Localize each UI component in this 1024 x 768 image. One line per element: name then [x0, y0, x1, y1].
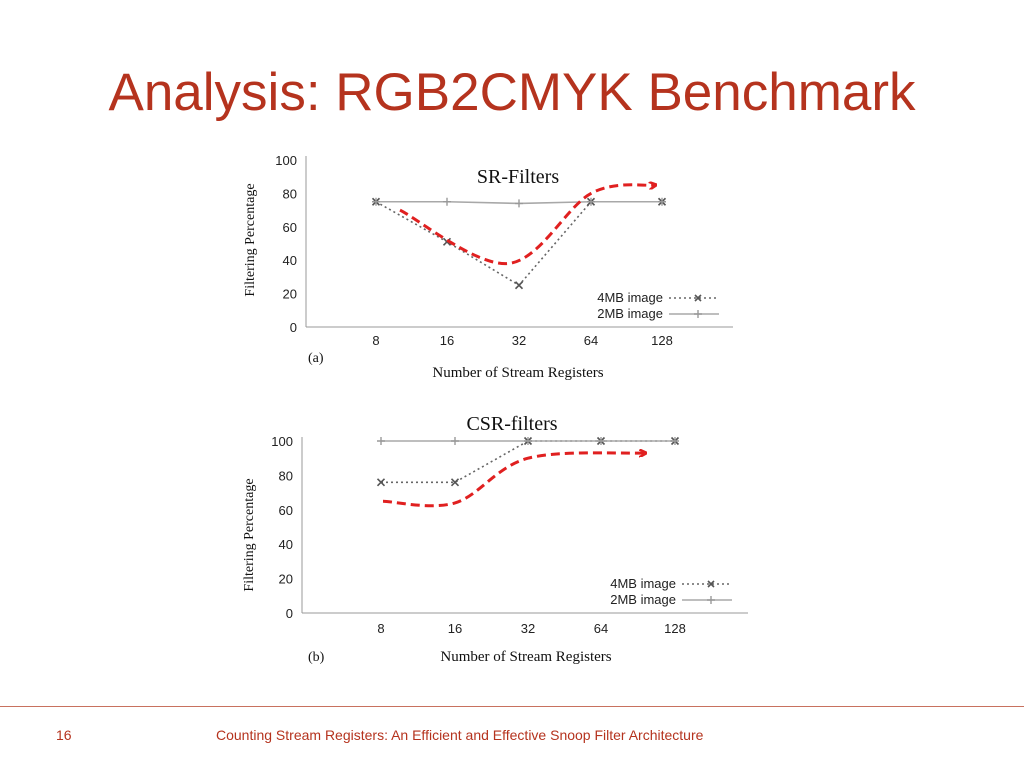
data-point-plus-marker: [658, 197, 666, 206]
x-tick-label: 8: [372, 333, 379, 348]
page-number: 16: [56, 727, 72, 743]
series-line-4mb-image: [381, 440, 675, 484]
data-point-plus-marker: [524, 437, 532, 445]
x-tick-label: 16: [448, 621, 462, 636]
y-tick-label: 80: [283, 186, 297, 201]
y-tick-label: 60: [279, 503, 293, 518]
x-tick-label: 32: [512, 333, 526, 348]
y-tick-label: 0: [286, 606, 293, 621]
y-tick-label: 40: [279, 537, 293, 552]
data-point-plus-marker: [443, 197, 451, 206]
x-tick-label: 16: [440, 333, 454, 348]
data-point-plus-marker: [372, 197, 380, 206]
x-tick-label: 64: [584, 333, 598, 348]
trend-arrow: [382, 453, 645, 508]
trend-arrow: [399, 185, 655, 266]
y-axis-label: Filtering Percentage: [242, 478, 257, 591]
y-axis-label: Filtering Percentage: [243, 183, 258, 296]
panel-label: (b): [308, 650, 325, 665]
data-point-x-marker: [376, 478, 386, 487]
x-tick-label: 8: [377, 621, 384, 636]
panel-label: (a): [308, 351, 324, 366]
slide-title: Analysis: RGB2CMYK Benchmark: [108, 63, 916, 122]
legend-label: 2MB image: [610, 592, 676, 607]
data-point-x-marker: [450, 478, 460, 487]
x-axis-label: Number of Stream Registers: [440, 649, 611, 665]
y-tick-label: 40: [283, 253, 297, 268]
series-line-4mb-image: [375, 200, 662, 287]
y-tick-label: 0: [290, 320, 297, 335]
legend-label: 2MB image: [597, 306, 663, 321]
legend-plus-marker: [694, 310, 702, 318]
legend-label: 4MB image: [597, 290, 663, 305]
data-point-plus-marker: [587, 197, 595, 206]
chart-title: SR-Filters: [477, 166, 559, 188]
footer-title: Counting Stream Registers: An Efficient …: [216, 727, 704, 743]
x-tick-label: 64: [594, 621, 608, 636]
x-tick-label: 128: [651, 333, 673, 348]
legend-plus-marker: [707, 596, 715, 604]
footer-divider: [0, 706, 1024, 707]
y-tick-label: 100: [275, 153, 297, 168]
data-point-plus-marker: [451, 437, 459, 445]
data-point-plus-marker: [515, 199, 523, 208]
legend-x-marker: [707, 580, 715, 588]
y-tick-label: 60: [283, 220, 297, 235]
x-axis-label: Number of Stream Registers: [432, 365, 603, 381]
chart-title: CSR-filters: [466, 413, 557, 435]
legend-label: 4MB image: [610, 576, 676, 591]
data-point-plus-marker: [671, 437, 679, 445]
y-tick-label: 100: [271, 434, 293, 449]
y-tick-label: 20: [279, 572, 293, 587]
data-point-plus-marker: [377, 437, 385, 445]
x-tick-label: 128: [664, 621, 686, 636]
data-point-x-marker: [514, 281, 524, 290]
data-point-plus-marker: [597, 437, 605, 445]
y-tick-label: 20: [283, 287, 297, 302]
y-tick-label: 80: [279, 468, 293, 483]
legend-x-marker: [694, 294, 702, 302]
x-tick-label: 32: [521, 621, 535, 636]
